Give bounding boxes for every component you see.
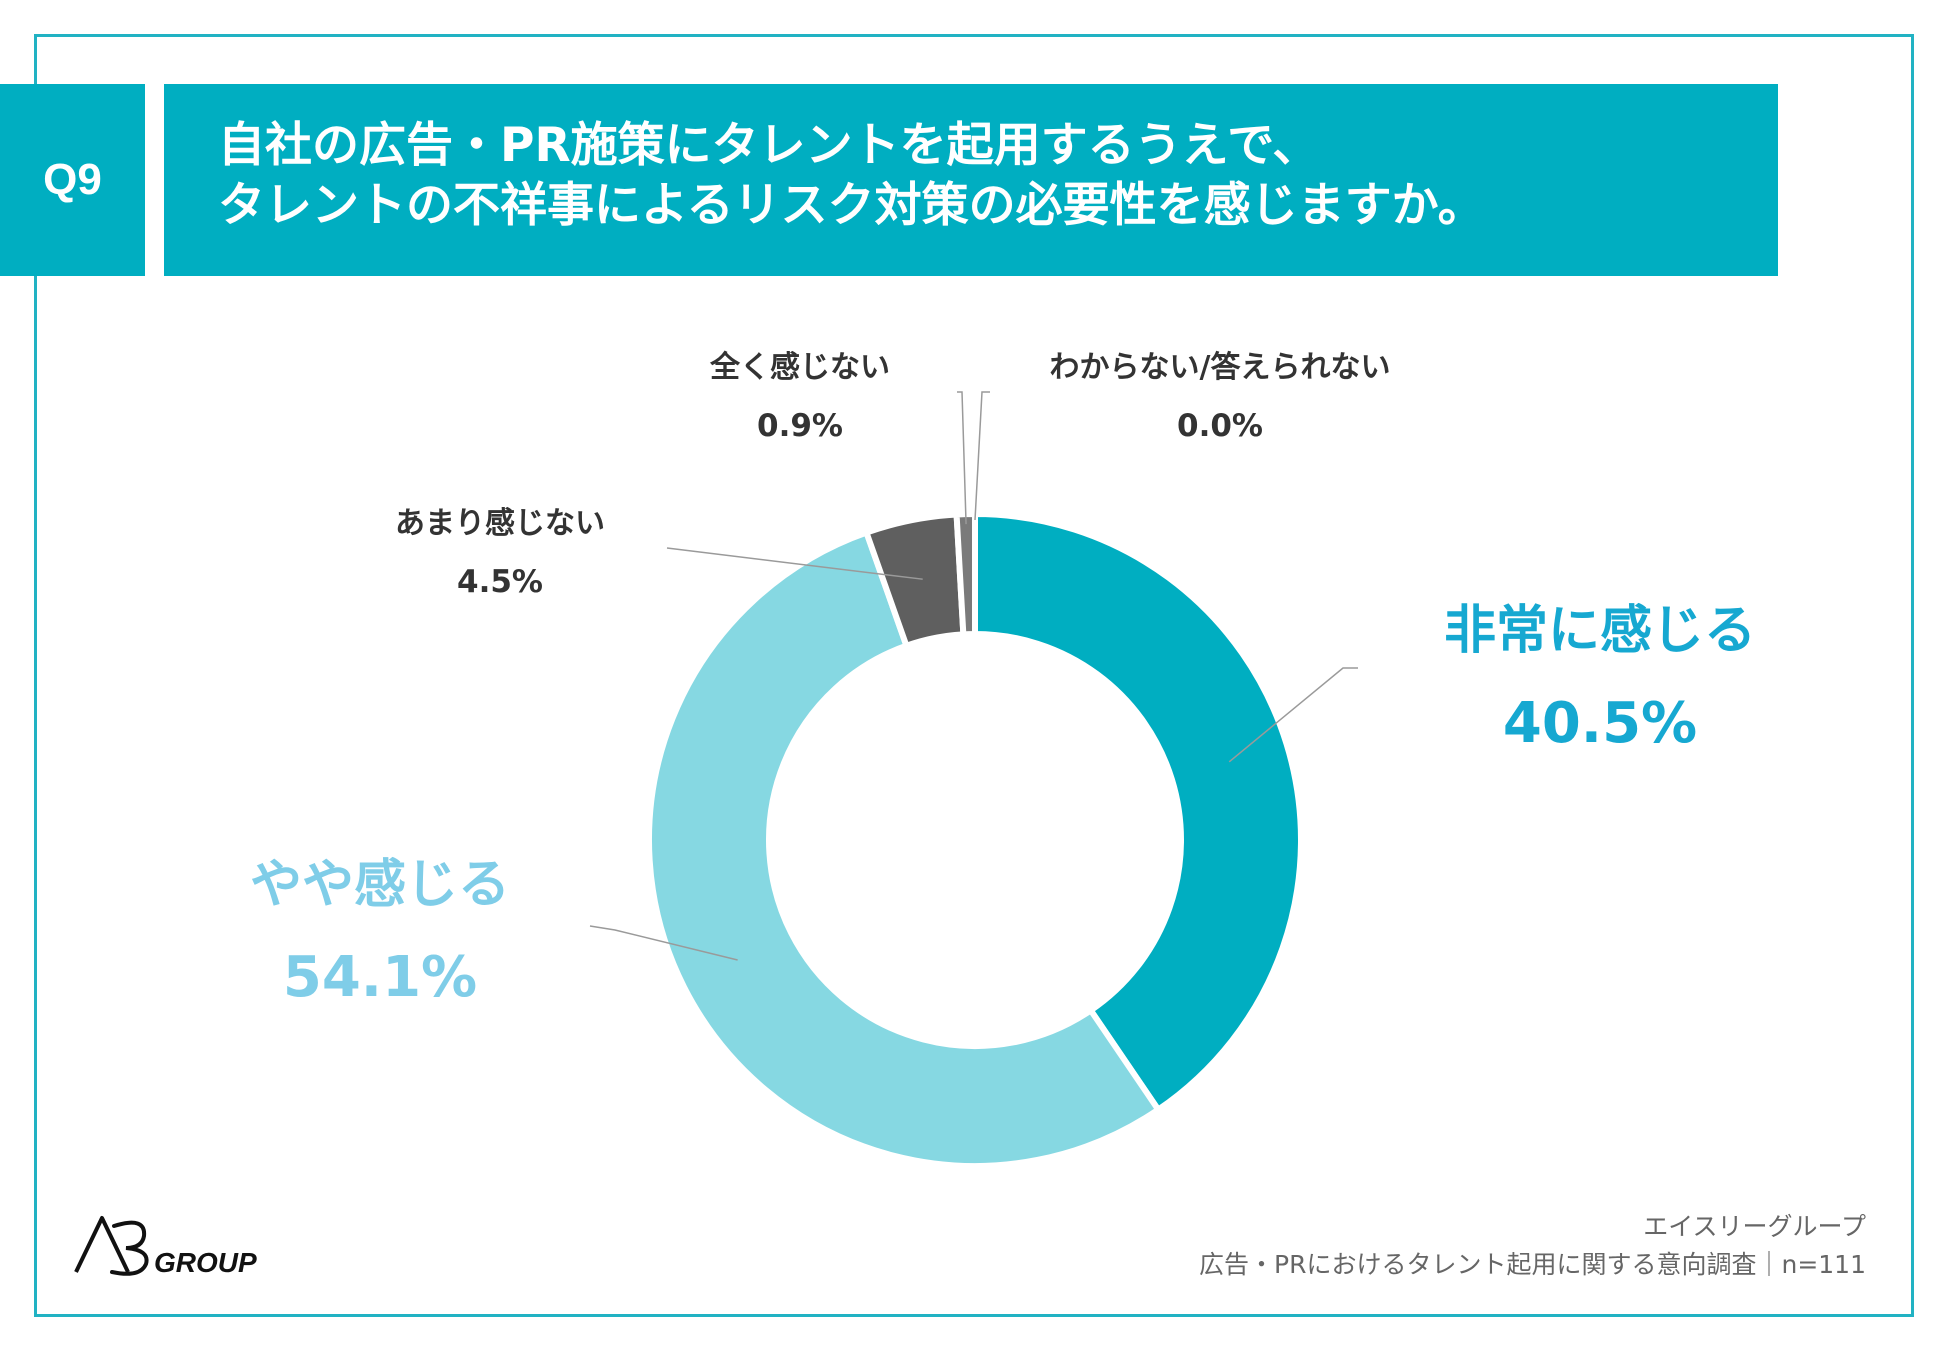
leader-line-very — [1228, 667, 1358, 763]
question-title-bar: 自社の広告・PR施策にタレントを起用するうえで、 タレントの不祥事によるリスク対… — [164, 84, 1778, 276]
category-label-not-at-all: 全く感じない — [710, 350, 890, 385]
logo-icon: GROUP — [74, 1216, 257, 1278]
slice-very — [972, 510, 1304, 1114]
value-label-dont-know: 0.0% — [1177, 408, 1263, 444]
label-very: 非常に感じる 40.5% — [1420, 588, 1780, 756]
label-not-much: あまり感じない 4.5% — [370, 498, 630, 600]
category-label-dont-know: わからない/答えられない — [1049, 350, 1391, 385]
source-company: エイスリーグループ — [1643, 1212, 1866, 1241]
leader-line-dont-know — [974, 391, 990, 521]
question-number: Q9 — [43, 155, 102, 204]
source-survey: 広告・PRにおけるタレント起用に関する意向調査｜n=111 — [1199, 1250, 1866, 1279]
value-label-not-much: 4.5% — [457, 564, 543, 600]
slice-somewhat — [646, 528, 1163, 1169]
leader-line-not-much — [666, 547, 923, 580]
logo-text: GROUP — [154, 1247, 257, 1278]
leader-line-not-at-all — [957, 391, 967, 525]
question-number-badge: Q9 — [0, 84, 145, 276]
question-title-line-2: タレントの不祥事によるリスク対策の必要性を感じますか。 — [218, 178, 1485, 233]
leader-line-somewhat — [589, 925, 738, 961]
a3-group-logo: GROUP — [70, 1212, 310, 1286]
value-label-not-at-all: 0.9% — [757, 408, 843, 444]
value-label-somewhat: 54.1% — [282, 945, 478, 1010]
label-not-at-all: 全く感じない 0.9% — [670, 342, 930, 444]
question-title-line-1: 自社の広告・PR施策にタレントを起用するうえで、 — [218, 118, 1320, 173]
category-label-somewhat: やや感じる — [249, 855, 510, 915]
source-note: エイスリーグループ 広告・PRにおけるタレント起用に関する意向調査｜n=111 — [1199, 1208, 1866, 1284]
category-label-not-much: あまり感じない — [395, 506, 605, 541]
slide-frame — [34, 34, 1914, 1317]
label-dont-know: わからない/答えられない 0.0% — [1000, 342, 1440, 444]
category-label-very: 非常に感じる — [1443, 601, 1756, 661]
value-label-very: 40.5% — [1502, 691, 1698, 756]
label-somewhat: やや感じる 54.1% — [220, 842, 540, 1010]
